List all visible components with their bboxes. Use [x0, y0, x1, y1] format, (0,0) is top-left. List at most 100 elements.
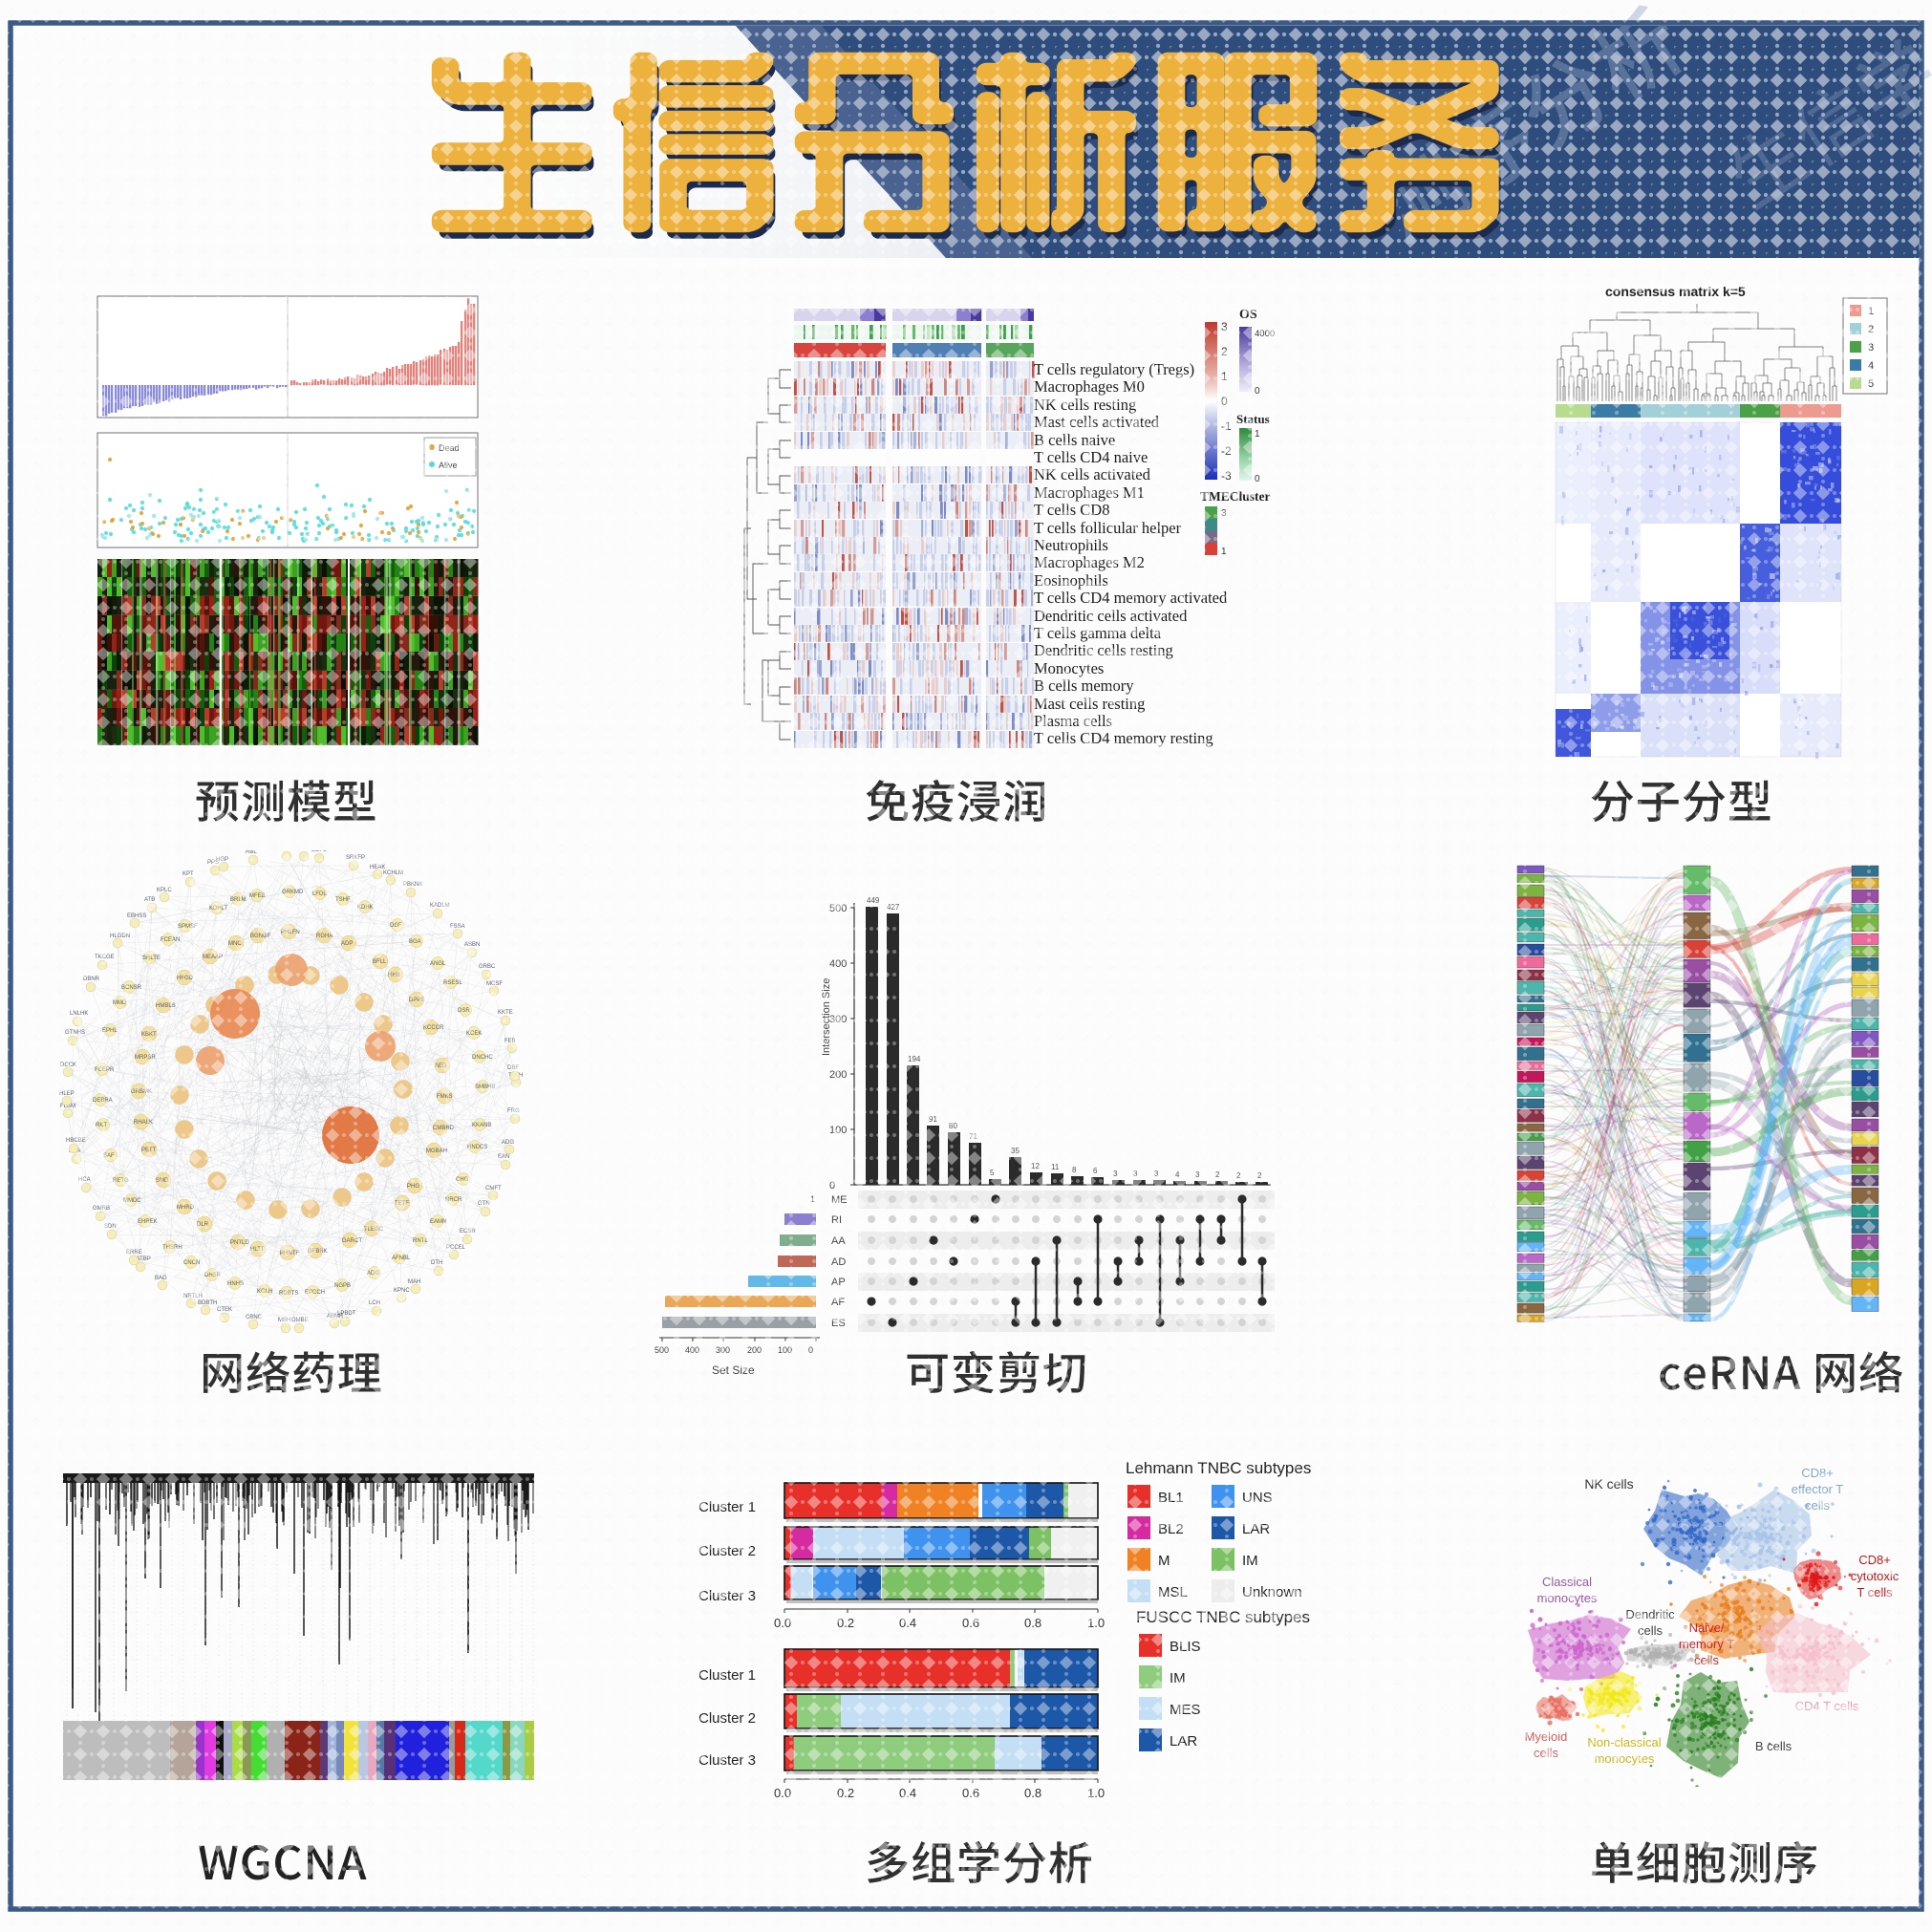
- svg-text:SPMSF: SPMSF: [178, 924, 198, 930]
- svg-text:T cells CD4 memory resting: T cells CD4 memory resting: [1034, 729, 1213, 747]
- svg-text:MAH: MAH: [408, 1279, 420, 1285]
- svg-text:IM: IM: [1242, 1553, 1258, 1569]
- svg-text:EPCCH: EPCCH: [305, 1290, 325, 1296]
- svg-text:consensus matrix k=5: consensus matrix k=5: [1605, 284, 1746, 299]
- svg-text:3: 3: [1113, 1170, 1118, 1178]
- svg-text:ERRE: ERRE: [126, 1250, 142, 1256]
- svg-text:FRG: FRG: [507, 1108, 520, 1114]
- svg-text:TETF: TETF: [395, 1201, 409, 1207]
- svg-text:0.6: 0.6: [962, 1786, 979, 1800]
- svg-text:3: 3: [1221, 508, 1227, 519]
- svg-text:GMRB: GMRB: [93, 1206, 110, 1212]
- svg-text:KCHLM: KCHLM: [383, 870, 403, 876]
- svg-text:KDHLT: KDHLT: [209, 906, 228, 912]
- svg-text:-2: -2: [1221, 444, 1232, 458]
- svg-text:0.6: 0.6: [962, 1616, 979, 1630]
- svg-text:PBKNK: PBKNK: [403, 882, 422, 888]
- svg-text:SRKFP: SRKFP: [346, 855, 365, 861]
- svg-text:HFGD: HFGD: [177, 976, 194, 981]
- svg-text:BGA: BGA: [409, 939, 421, 945]
- svg-text:RGHA: RGHA: [316, 934, 333, 939]
- svg-text:3: 3: [1221, 320, 1228, 333]
- svg-text:THSRH: THSRH: [162, 1245, 182, 1251]
- svg-text:1: 1: [1255, 429, 1260, 440]
- svg-text:GRKMD: GRKMD: [282, 890, 304, 895]
- svg-text:HNHS: HNHS: [227, 1281, 244, 1287]
- svg-text:6: 6: [1093, 1167, 1098, 1175]
- svg-text:LAR: LAR: [1170, 1733, 1197, 1750]
- svg-text:500: 500: [829, 903, 847, 914]
- svg-text:RI: RI: [831, 1214, 842, 1226]
- svg-text:4: 4: [1175, 1170, 1180, 1179]
- svg-text:RDBTS: RDBTS: [279, 1291, 298, 1297]
- svg-text:NK cells resting: NK cells resting: [1034, 396, 1136, 414]
- svg-text:KCCCR: KCCCR: [423, 1025, 444, 1031]
- svg-text:NK cells activated: NK cells activated: [1034, 465, 1151, 483]
- svg-text:CHG: CHG: [456, 1177, 469, 1183]
- svg-text:1.0: 1.0: [1087, 1616, 1105, 1630]
- svg-text:4000: 4000: [1255, 329, 1275, 339]
- svg-text:LNLHK: LNLHK: [70, 1011, 88, 1017]
- svg-text:MMDC: MMDC: [123, 1198, 141, 1204]
- svg-text:AF: AF: [831, 1297, 845, 1308]
- svg-text:DTH: DTH: [431, 1260, 442, 1266]
- svg-text:449: 449: [867, 896, 880, 905]
- svg-text:0.2: 0.2: [837, 1786, 854, 1800]
- svg-text:IM: IM: [1170, 1670, 1186, 1686]
- svg-text:GTNHS: GTNHS: [65, 1030, 85, 1036]
- svg-text:RSESL: RSESL: [443, 980, 462, 986]
- svg-text:Cluster 2: Cluster 2: [698, 1543, 756, 1559]
- svg-text:0.8: 0.8: [1024, 1786, 1041, 1800]
- svg-text:BFLL: BFLL: [373, 959, 387, 965]
- svg-text:KBKT: KBKT: [141, 1032, 157, 1038]
- svg-text:Dead: Dead: [439, 443, 460, 453]
- svg-text:KKANB: KKANB: [472, 1123, 491, 1128]
- svg-text:B cells naive: B cells naive: [1034, 431, 1115, 449]
- svg-text:MGBAH: MGBAH: [426, 1148, 447, 1154]
- svg-text:EAMN: EAMN: [430, 1219, 446, 1225]
- svg-text:T cells CD4 memory activated: T cells CD4 memory activated: [1034, 589, 1228, 607]
- svg-text:HHB: HHB: [388, 973, 400, 978]
- svg-text:Plasma cells: Plasma cells: [1034, 712, 1112, 730]
- svg-text:T cells regulatory (Tregs): T cells regulatory (Tregs): [1034, 360, 1194, 378]
- svg-text:GFBRK: GFBRK: [308, 1249, 328, 1255]
- svg-text:MRPSR: MRPSR: [135, 1055, 156, 1061]
- svg-text:HLEP: HLEP: [59, 1091, 75, 1097]
- svg-text:DCCK: DCCK: [60, 1063, 76, 1068]
- svg-text:-3: -3: [1221, 469, 1232, 483]
- svg-text:ASBN: ASBN: [464, 942, 480, 948]
- svg-text:NRCR: NRCR: [445, 1197, 462, 1203]
- svg-text:91: 91: [929, 1115, 937, 1124]
- svg-text:AP: AP: [831, 1277, 846, 1288]
- svg-text:300: 300: [716, 1345, 730, 1355]
- svg-text:35: 35: [1011, 1147, 1020, 1155]
- svg-text:ME: ME: [831, 1194, 848, 1206]
- svg-text:T cells CD8: T cells CD8: [1034, 501, 1109, 519]
- svg-text:0.8: 0.8: [1024, 1616, 1041, 1630]
- svg-text:BRLM: BRLM: [230, 897, 247, 903]
- svg-text:DHSR: DHSR: [204, 1273, 222, 1278]
- svg-text:DLR: DLR: [197, 1222, 209, 1228]
- svg-text:AA: AA: [831, 1235, 846, 1247]
- svg-text:200: 200: [747, 1345, 762, 1355]
- svg-text:80: 80: [949, 1122, 957, 1130]
- svg-text:TLEGC: TLEGC: [364, 1227, 384, 1233]
- svg-text:SMBHB: SMBHB: [475, 1084, 495, 1090]
- svg-text:Macrophages M1: Macrophages M1: [1034, 483, 1145, 502]
- svg-text:500: 500: [655, 1345, 669, 1355]
- svg-text:MCSF: MCSF: [486, 981, 503, 987]
- svg-text:Macrophages M2: Macrophages M2: [1034, 553, 1145, 571]
- svg-text:8: 8: [1072, 1166, 1077, 1174]
- svg-text:M: M: [1158, 1553, 1170, 1569]
- svg-text:SMD: SMD: [156, 1178, 169, 1184]
- svg-text:ANGL: ANGL: [430, 961, 446, 967]
- svg-text:DBF: DBF: [507, 1065, 519, 1071]
- svg-text:2: 2: [1257, 1171, 1262, 1180]
- svg-text:AED: AED: [435, 1063, 447, 1069]
- svg-text:DEBRA: DEBRA: [93, 1098, 113, 1104]
- svg-text:DGF: DGF: [390, 923, 402, 929]
- svg-text:PHLFN: PHLFN: [281, 930, 300, 935]
- svg-text:MSL: MSL: [1158, 1584, 1188, 1600]
- svg-text:OS: OS: [1239, 308, 1257, 322]
- svg-text:HBCBE: HBCBE: [66, 1138, 86, 1144]
